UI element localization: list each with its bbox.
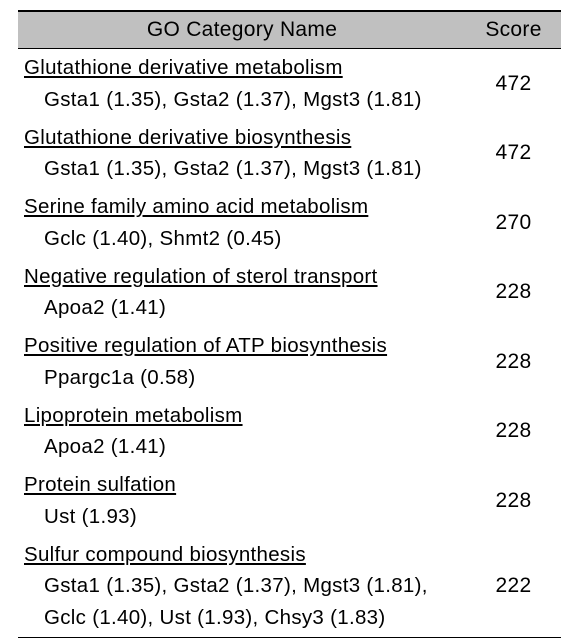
table-row: Glutathione derivative metabolism Gsta1 …: [18, 49, 561, 119]
category-cell: Sulfur compound biosynthesis Gsta1 (1.35…: [18, 536, 466, 637]
category-cell: Negative regulation of sterol transport …: [18, 258, 466, 328]
category-genes: Gclc (1.40), Shmt2 (0.45): [24, 223, 466, 255]
category-genes: Apoa2 (1.41): [24, 431, 466, 463]
category-title: Lipoprotein metabolism: [24, 400, 466, 432]
category-cell: Lipoprotein metabolism Apoa2 (1.41): [18, 397, 466, 467]
table-row: Protein sulfation Ust (1.93) 228: [18, 466, 561, 536]
category-cell: Glutathione derivative biosynthesis Gsta…: [18, 119, 466, 189]
category-title: Glutathione derivative metabolism: [24, 52, 466, 84]
score-value: 472: [466, 72, 561, 96]
score-value: 228: [466, 280, 561, 304]
category-title: Sulfur compound biosynthesis: [24, 539, 466, 571]
table-row: Positive regulation of ATP biosynthesis …: [18, 327, 561, 397]
category-title: Protein sulfation: [24, 469, 466, 501]
score-value: 228: [466, 419, 561, 443]
score-value: 228: [466, 350, 561, 374]
score-value: 228: [466, 489, 561, 513]
category-cell: Glutathione derivative metabolism Gsta1 …: [18, 49, 466, 119]
go-category-table: GO Category Name Score Glutathione deriv…: [18, 10, 561, 638]
category-genes: Apoa2 (1.41): [24, 292, 466, 324]
table-row: Negative regulation of sterol transport …: [18, 258, 561, 328]
table-row: Serine family amino acid metabolism Gclc…: [18, 188, 561, 258]
category-genes: Ppargc1a (0.58): [24, 362, 466, 394]
category-cell: Positive regulation of ATP biosynthesis …: [18, 327, 466, 397]
score-value: 472: [466, 141, 561, 165]
category-genes: Gsta1 (1.35), Gsta2 (1.37), Mgst3 (1.81): [24, 153, 466, 185]
score-value: 270: [466, 211, 561, 235]
category-title: Negative regulation of sterol transport: [24, 261, 466, 293]
category-genes: Gsta1 (1.35), Gsta2 (1.37), Mgst3 (1.81)…: [24, 570, 466, 634]
table-row: Glutathione derivative biosynthesis Gsta…: [18, 119, 561, 189]
header-category-label: GO Category Name: [18, 18, 466, 42]
category-title: Glutathione derivative biosynthesis: [24, 122, 466, 154]
category-genes: Ust (1.93): [24, 501, 466, 533]
category-title: Serine family amino acid metabolism: [24, 191, 466, 223]
category-cell: Protein sulfation Ust (1.93): [18, 466, 466, 536]
score-value: 222: [466, 574, 561, 598]
category-cell: Serine family amino acid metabolism Gclc…: [18, 188, 466, 258]
table-row: Lipoprotein metabolism Apoa2 (1.41) 228: [18, 397, 561, 467]
category-genes: Gsta1 (1.35), Gsta2 (1.37), Mgst3 (1.81): [24, 84, 466, 116]
table-header-row: GO Category Name Score: [18, 10, 561, 49]
table-row: Sulfur compound biosynthesis Gsta1 (1.35…: [18, 536, 561, 638]
category-title: Positive regulation of ATP biosynthesis: [24, 330, 466, 362]
header-score-label: Score: [466, 18, 561, 42]
